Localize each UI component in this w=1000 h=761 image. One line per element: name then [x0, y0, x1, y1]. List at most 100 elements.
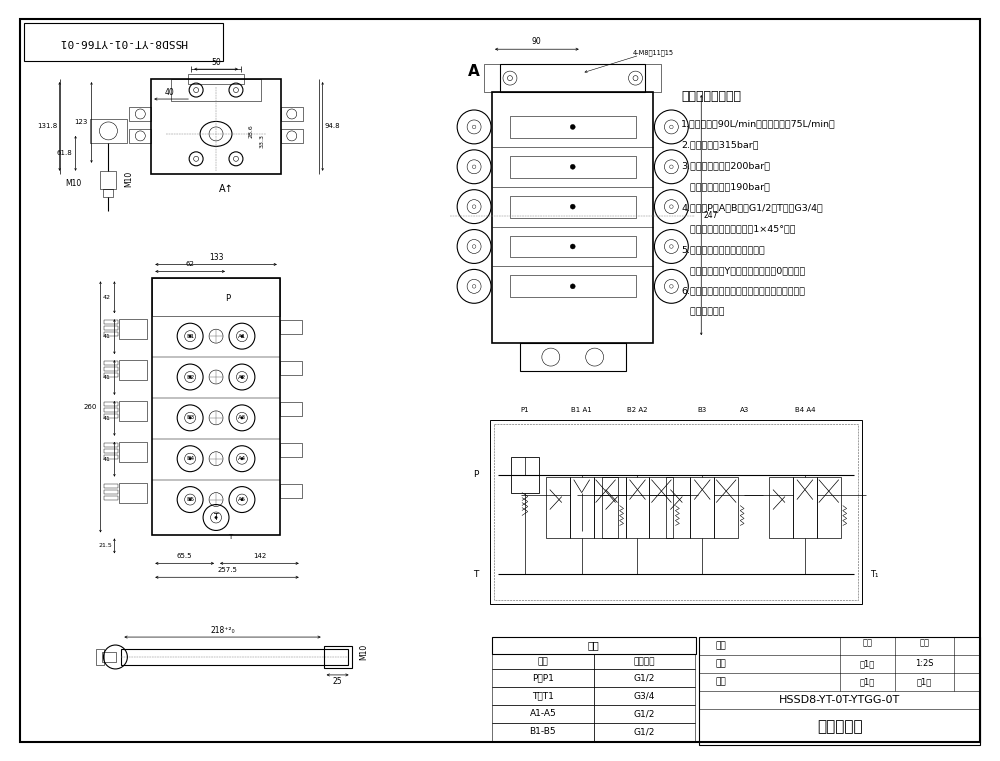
Text: 131.8: 131.8 — [38, 123, 58, 129]
Bar — [119, 442, 147, 462]
Text: B4 A4: B4 A4 — [795, 407, 815, 413]
Bar — [594, 669, 695, 687]
Text: B1 A1: B1 A1 — [571, 407, 592, 413]
Text: 260: 260 — [84, 404, 97, 410]
Bar — [102, 652, 116, 662]
Bar — [152, 279, 280, 536]
Text: A1-A5: A1-A5 — [529, 709, 556, 718]
Bar — [494, 424, 858, 600]
Text: T: T — [228, 534, 232, 540]
Bar — [602, 476, 626, 539]
Text: 21.5: 21.5 — [99, 543, 112, 549]
Bar — [594, 723, 695, 740]
Text: 33.3: 33.3 — [259, 134, 264, 148]
Bar — [121, 649, 348, 665]
Text: 4-M8深11镖15: 4-M8深11镖15 — [633, 49, 674, 56]
Text: 第1张: 第1张 — [917, 677, 932, 686]
Text: 247: 247 — [704, 211, 718, 220]
Circle shape — [189, 417, 191, 419]
Text: 50: 50 — [211, 58, 221, 67]
Text: 数量: 数量 — [863, 638, 873, 648]
Text: 设计: 设计 — [716, 642, 727, 651]
Bar — [690, 476, 714, 539]
Bar — [104, 367, 118, 371]
Bar — [666, 476, 690, 539]
Bar — [492, 637, 696, 654]
Bar — [280, 443, 302, 457]
Bar — [129, 107, 151, 121]
Text: 阀体: 阀体 — [588, 641, 600, 651]
Text: A↑: A↑ — [219, 183, 233, 194]
Circle shape — [241, 335, 243, 337]
Bar — [104, 484, 118, 488]
Text: 第1张: 第1张 — [860, 677, 875, 686]
Bar — [151, 79, 281, 174]
Bar — [281, 129, 303, 143]
Circle shape — [189, 457, 191, 460]
Bar — [119, 401, 147, 421]
Text: 1:2S: 1:2S — [915, 660, 934, 668]
Bar — [280, 320, 302, 334]
Text: G3/4: G3/4 — [634, 691, 655, 700]
Text: 41: 41 — [103, 334, 110, 339]
Text: P、P1: P、P1 — [532, 673, 554, 683]
Text: B5: B5 — [186, 497, 194, 502]
Text: P: P — [225, 294, 231, 303]
Text: 28.6: 28.6 — [248, 124, 253, 138]
Text: 133: 133 — [209, 253, 223, 262]
Bar — [324, 646, 352, 668]
Text: 技术要求和参数：: 技术要求和参数： — [681, 90, 741, 103]
Text: A2: A2 — [238, 374, 246, 380]
Text: 接口: 接口 — [537, 657, 548, 666]
Bar — [594, 654, 695, 669]
Text: 142: 142 — [253, 553, 266, 559]
Bar — [104, 373, 118, 377]
Text: 123: 123 — [74, 119, 87, 126]
Circle shape — [241, 417, 243, 419]
Text: G1/2: G1/2 — [634, 709, 655, 718]
Text: HSSD8-YT-0T-YTGG-0T: HSSD8-YT-0T-YTGG-0T — [779, 695, 900, 705]
Bar — [769, 476, 793, 539]
Bar — [152, 279, 280, 317]
Bar — [546, 476, 570, 539]
Circle shape — [189, 498, 191, 501]
Bar — [280, 361, 302, 375]
Bar — [649, 476, 673, 539]
Text: 涂为铝本色。: 涂为铝本色。 — [681, 307, 725, 317]
Bar — [626, 476, 649, 539]
Text: A1: A1 — [238, 333, 246, 339]
Circle shape — [241, 457, 243, 460]
Circle shape — [570, 125, 575, 129]
Text: 6.阀体表面磷化处理，安全阀及爆砰销，支架后: 6.阀体表面磷化处理，安全阀及爆砰销，支架后 — [681, 287, 805, 296]
Text: B1-B5: B1-B5 — [530, 728, 556, 736]
Bar — [492, 687, 594, 705]
Bar — [104, 443, 118, 447]
Bar — [817, 476, 841, 539]
Bar — [793, 476, 817, 539]
Text: A4: A4 — [238, 456, 246, 461]
Text: T: T — [473, 570, 478, 579]
Bar — [699, 637, 980, 745]
Text: B4: B4 — [186, 456, 194, 461]
Bar — [492, 92, 653, 343]
Bar — [510, 275, 636, 298]
Text: 42: 42 — [102, 295, 110, 300]
Bar — [714, 476, 738, 539]
Bar — [104, 361, 118, 365]
Text: B2: B2 — [186, 374, 194, 380]
Bar — [129, 129, 151, 143]
Bar — [119, 360, 147, 380]
Text: T、T1: T、T1 — [532, 691, 554, 700]
Circle shape — [241, 376, 243, 378]
Text: 62: 62 — [186, 262, 195, 267]
Text: 257.5: 257.5 — [217, 567, 237, 573]
Bar — [24, 24, 223, 61]
Text: 2.最高压力：315bar；: 2.最高压力：315bar； — [681, 140, 759, 149]
Text: 61.8: 61.8 — [57, 151, 72, 156]
Bar — [492, 654, 594, 669]
Bar — [594, 705, 695, 723]
Text: A5: A5 — [238, 497, 246, 502]
Text: T: T — [214, 513, 218, 522]
Text: A3: A3 — [238, 416, 246, 420]
Text: 均为平面密封，螺纹孔口1×45°角；: 均为平面密封，螺纹孔口1×45°角； — [681, 224, 796, 233]
